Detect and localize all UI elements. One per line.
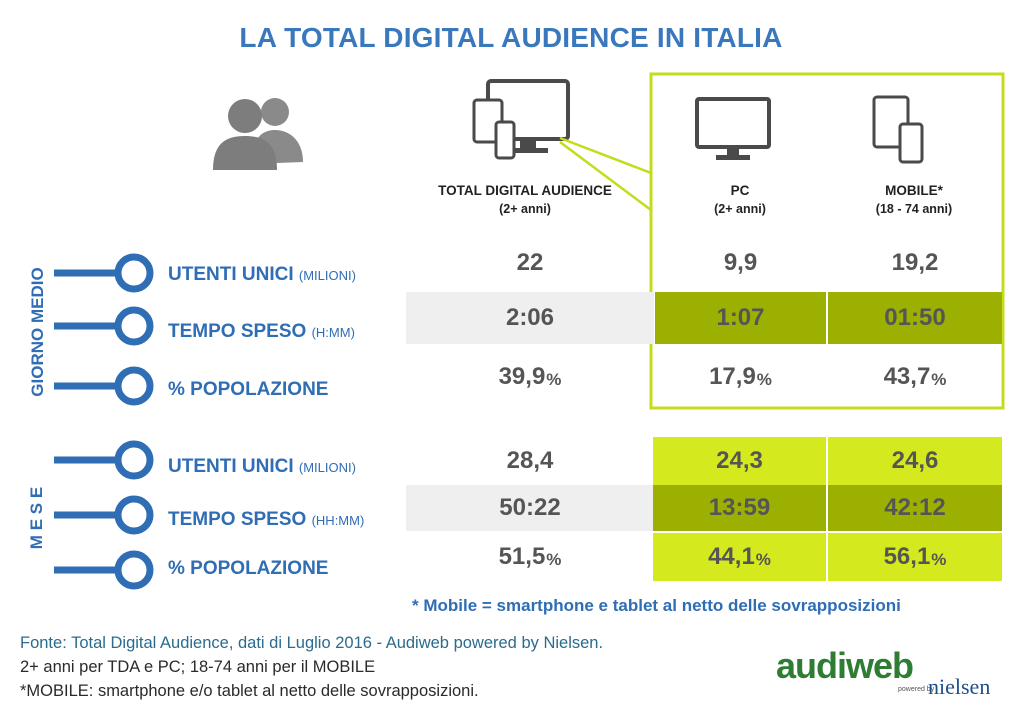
table-cell: 2:06 <box>406 292 654 344</box>
row-label: TEMPO SPESO (HH:MM) <box>168 509 364 532</box>
row-label-text: UTENTI UNICI <box>168 264 294 285</box>
table-cell: 56,1% <box>828 533 1002 581</box>
percent-sign: % <box>756 370 772 389</box>
cell-value: 28,4 <box>506 447 554 474</box>
table-cell: 51,5% <box>406 533 654 581</box>
table-cell: 39,9% <box>406 350 654 404</box>
row-label: UTENTI UNICI (MILIONI) <box>168 456 356 479</box>
table-cell: 42:12 <box>828 485 1002 531</box>
cell-value: 1:07 <box>716 304 765 331</box>
cell-value: 39,9 <box>498 363 546 390</box>
cell-value: 44,1 <box>708 543 755 570</box>
percent-sign: % <box>546 370 562 389</box>
people-icon <box>213 98 303 170</box>
audiweb-logo: audiweb <box>776 645 914 686</box>
connector-line <box>559 140 652 212</box>
row-connectors <box>54 253 154 590</box>
percent-sign: % <box>546 550 562 569</box>
cell-value: 24,3 <box>716 447 763 474</box>
cell-value: 13:59 <box>708 494 771 521</box>
table-cell: 24,3 <box>653 437 826 485</box>
table-cell: 17,9% <box>655 350 826 404</box>
column-header-total: TOTAL DIGITAL AUDIENCE (2+ anni) <box>415 182 635 218</box>
row-label: UTENTI UNICI (MILIONI) <box>168 264 356 287</box>
row-label-text: TEMPO SPESO <box>168 321 307 342</box>
table-cell: 13:59 <box>653 485 826 531</box>
column-title: MOBILE* <box>885 183 943 198</box>
column-subtitle: (2+ anni) <box>499 202 551 216</box>
source-line: Fonte: Total Digital Audience, dati di L… <box>20 634 604 652</box>
table-cell: 19,2 <box>828 236 1002 290</box>
row-label-text: TEMPO SPESO <box>168 509 307 530</box>
cell-value: 56,1 <box>883 543 931 570</box>
column-header-mobile: MOBILE* (18 - 74 anni) <box>827 182 1001 218</box>
mobile-footnote: * Mobile = smartphone e tablet al netto … <box>412 596 901 615</box>
source-line: *MOBILE: smartphone e/o tablet al netto … <box>20 682 479 700</box>
row-label-unit: (H:MM) <box>311 325 355 340</box>
cell-value: 9,9 <box>723 249 758 276</box>
cell-value: 24,6 <box>891 447 939 474</box>
cell-value: 19,2 <box>891 249 939 276</box>
cell-value: 50:22 <box>499 494 561 521</box>
table-cell: 9,9 <box>655 236 826 290</box>
logo-powered-by: powered by <box>898 686 935 693</box>
page-title: LA TOTAL DIGITAL AUDIENCE IN ITALIA <box>239 22 783 53</box>
table-cell: 01:50 <box>828 292 1002 344</box>
row-label-text: UTENTI UNICI <box>168 456 294 477</box>
row-label-unit: (MILIONI) <box>298 268 356 283</box>
row-label-unit: (HH:MM) <box>311 513 365 528</box>
row-label: % POPOLAZIONE <box>168 558 328 581</box>
connector-line <box>559 136 652 175</box>
percent-sign: % <box>931 370 947 389</box>
column-title: PC <box>730 183 750 198</box>
column-subtitle: (18 - 74 anni) <box>875 202 953 216</box>
column-header-pc: PC (2+ anni) <box>655 182 825 218</box>
monitor-icon <box>695 97 771 160</box>
percent-sign: % <box>931 550 947 569</box>
multi-device-icon <box>472 79 570 160</box>
table-cell: 28,4 <box>406 437 654 485</box>
table-cell: 50:22 <box>406 485 654 531</box>
row-label-unit: (MILIONI) <box>298 460 356 475</box>
column-subtitle: (2+ anni) <box>714 202 766 216</box>
row-label: % POPOLAZIONE <box>168 379 328 402</box>
cell-value: 42:12 <box>884 494 946 521</box>
column-title: TOTAL DIGITAL AUDIENCE <box>438 183 612 198</box>
table-cell: 43,7% <box>828 350 1002 404</box>
cell-value: 17,9 <box>709 363 756 390</box>
cell-value: 01:50 <box>884 304 946 331</box>
mobile-devices-icon <box>872 95 924 164</box>
percent-sign: % <box>755 550 771 569</box>
row-label-text: % POPOLAZIONE <box>168 379 329 400</box>
table-cell: 22 <box>406 236 654 290</box>
row-label: TEMPO SPESO (H:MM) <box>168 321 355 344</box>
cell-value: 51,5 <box>498 543 546 570</box>
cell-value: 22 <box>516 249 544 276</box>
table-cell: 44,1% <box>653 533 826 581</box>
table-cell: 1:07 <box>655 292 826 344</box>
cell-value: 43,7 <box>883 363 931 390</box>
source-line: 2+ anni per TDA e PC; 18-74 anni per il … <box>20 658 376 676</box>
row-label-text: % POPOLAZIONE <box>168 558 329 579</box>
cell-value: 2:06 <box>505 304 555 331</box>
nielsen-logo: nielsen <box>928 674 991 699</box>
table-cell: 24,6 <box>828 437 1002 485</box>
